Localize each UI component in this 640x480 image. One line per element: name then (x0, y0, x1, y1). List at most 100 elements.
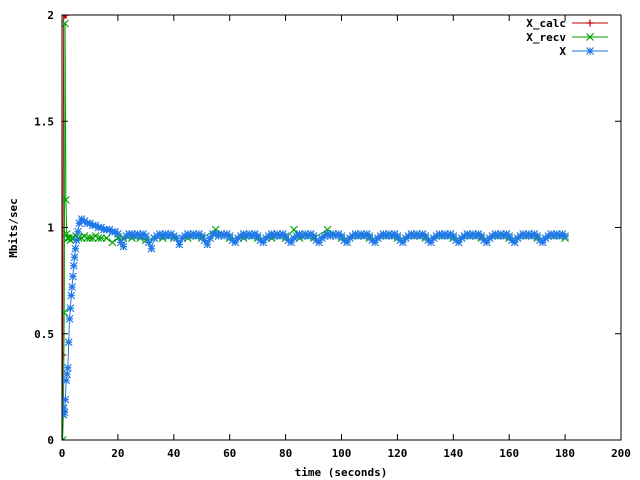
data-point (538, 238, 547, 247)
data-point (147, 244, 156, 253)
x-tick-label: 80 (279, 447, 292, 460)
data-point (116, 238, 125, 247)
ticks-layer: 0 20 40 60 80 100 120 140 160 180 200 0 0.5 1 1.5 2 (34, 9, 631, 460)
legend-label: X (559, 45, 566, 58)
data-point (287, 238, 296, 247)
data-point (74, 227, 82, 236)
data-point (510, 238, 519, 247)
data-point (67, 291, 76, 300)
data-point (62, 15, 69, 19)
data-point (206, 234, 215, 243)
data-point (175, 240, 184, 249)
data-point (315, 238, 324, 247)
data-point (66, 304, 75, 313)
series-layer (62, 15, 570, 440)
data-point (70, 253, 79, 262)
data-point (62, 408, 69, 417)
data-point (94, 234, 103, 243)
data-point (309, 232, 318, 240)
data-point (259, 238, 268, 247)
data-point (454, 238, 463, 247)
data-point (62, 351, 67, 359)
data-point (141, 232, 150, 240)
data-point (75, 219, 84, 228)
data-point (172, 234, 181, 243)
data-point (561, 232, 570, 240)
data-point (253, 232, 262, 240)
series-x-calc (62, 15, 70, 440)
data-point (65, 314, 74, 323)
data-point (365, 232, 374, 240)
data-point (144, 238, 153, 247)
data-point (62, 436, 67, 440)
data-point (281, 232, 290, 240)
data-point (63, 363, 72, 372)
data-point (69, 261, 78, 270)
data-point (371, 238, 379, 247)
data-point (421, 232, 430, 240)
data-point (62, 376, 71, 385)
legend-label: X_recv (526, 31, 566, 44)
data-point (203, 240, 212, 249)
data-point (427, 238, 435, 247)
data-point (63, 370, 71, 379)
y-tick-label: 1 (47, 222, 54, 235)
legend-swatch-marker (586, 19, 594, 27)
data-point (86, 234, 94, 243)
x-tick-label: 40 (167, 447, 180, 460)
data-point (97, 234, 106, 243)
data-point (197, 232, 206, 240)
data-point (225, 232, 234, 240)
y-tick-label: 2 (47, 9, 54, 22)
data-point (62, 404, 68, 413)
data-point (119, 242, 128, 251)
x-tick-label: 140 (443, 447, 463, 460)
x-tick-label: 120 (387, 447, 407, 460)
data-point (505, 232, 514, 240)
legend-label: X_calc (526, 17, 566, 30)
data-point (62, 15, 70, 19)
data-point (290, 225, 298, 234)
data-point (62, 15, 68, 19)
data-point (393, 232, 402, 240)
x-axis-label: time (seconds) (295, 466, 388, 479)
data-point (533, 232, 542, 240)
data-point (449, 232, 458, 240)
data-point (102, 234, 111, 243)
data-point (343, 238, 352, 247)
data-point (482, 238, 491, 247)
data-point (337, 232, 346, 240)
x-tick-label: 180 (555, 447, 575, 460)
data-point (62, 195, 70, 204)
data-point (68, 272, 77, 281)
data-point (64, 338, 73, 347)
x-tick-label: 0 (59, 447, 66, 460)
data-point (72, 236, 81, 245)
y-tick-label: 1.5 (34, 115, 54, 128)
y-tick-label: 0.5 (34, 328, 54, 341)
data-point (71, 244, 80, 253)
data-point (200, 236, 209, 245)
legend-swatch-marker (586, 47, 594, 55)
data-point (62, 308, 69, 317)
x-tick-label: 160 (499, 447, 519, 460)
data-point (62, 395, 70, 404)
x-tick-label: 60 (223, 447, 236, 460)
data-point (108, 238, 117, 247)
legend-swatch-marker (586, 33, 594, 41)
y-axis-label: Mbits/sec (7, 198, 20, 258)
data-point (62, 19, 69, 28)
data-point (477, 232, 486, 240)
data-point (231, 238, 240, 247)
x-tick-label: 100 (332, 447, 352, 460)
data-point (62, 15, 69, 19)
series-x (62, 215, 570, 419)
series-line (62, 15, 67, 440)
x-tick-label: 20 (111, 447, 124, 460)
data-point (399, 238, 407, 247)
data-point (68, 283, 76, 291)
data-point (83, 234, 92, 243)
data-point (113, 229, 122, 238)
